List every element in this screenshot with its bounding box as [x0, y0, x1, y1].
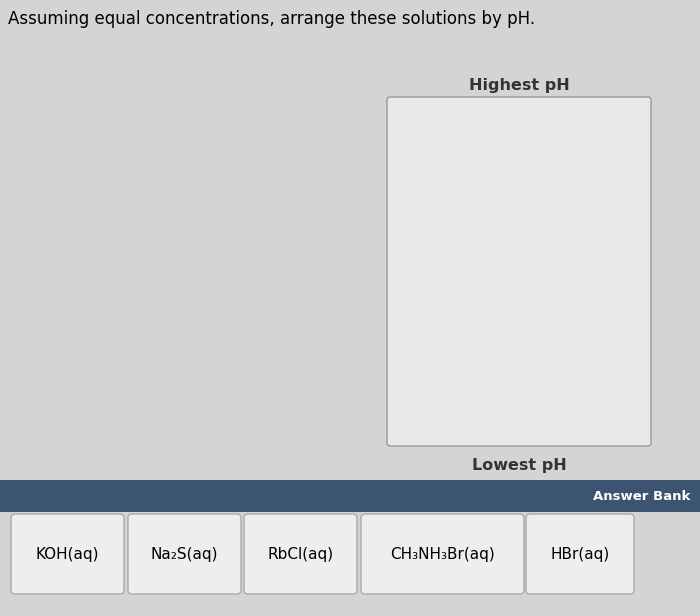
- FancyBboxPatch shape: [128, 514, 241, 594]
- Text: Na₂S(aq): Na₂S(aq): [150, 546, 218, 562]
- Text: Assuming equal concentrations, arrange these solutions by pH.: Assuming equal concentrations, arrange t…: [8, 10, 535, 28]
- Text: Answer Bank: Answer Bank: [593, 490, 690, 503]
- FancyBboxPatch shape: [11, 514, 124, 594]
- FancyBboxPatch shape: [361, 514, 524, 594]
- Text: Lowest pH: Lowest pH: [472, 458, 566, 473]
- Text: KOH(aq): KOH(aq): [36, 546, 99, 562]
- Text: HBr(aq): HBr(aq): [550, 546, 610, 562]
- Bar: [0, 480, 700, 512]
- FancyBboxPatch shape: [526, 514, 634, 594]
- Text: CH₃NH₃Br(aq): CH₃NH₃Br(aq): [390, 546, 495, 562]
- FancyBboxPatch shape: [387, 97, 651, 446]
- FancyBboxPatch shape: [244, 514, 357, 594]
- Text: Highest pH: Highest pH: [468, 78, 569, 93]
- Text: RbCl(aq): RbCl(aq): [267, 546, 334, 562]
